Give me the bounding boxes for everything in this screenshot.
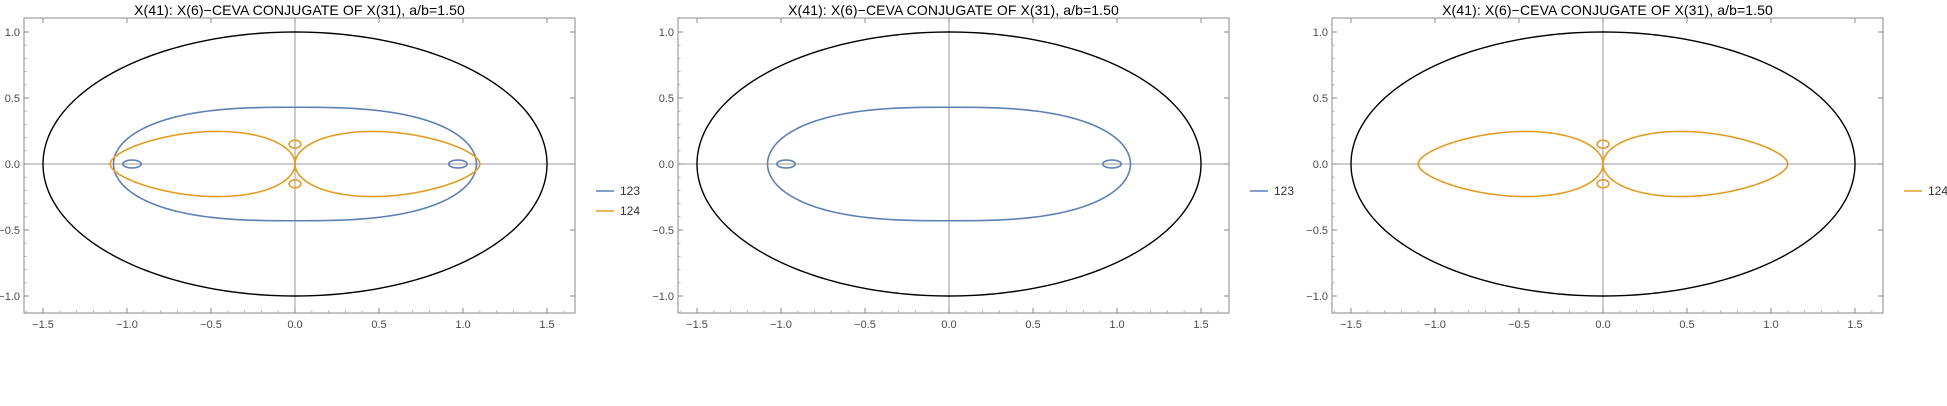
series-124-path: [1596, 179, 1610, 189]
y-tick-label: −1.0: [0, 291, 20, 303]
chart-svg: −1.5 −1.0 −0.5 0.0 0.5 1.0 1.5 −1.0 −0.5 0.0 0.5 1.…: [652, 17, 1294, 331]
series-group: [696, 31, 1202, 297]
y-tick-label: −0.5: [652, 225, 674, 237]
series-124-path: [1417, 130, 1604, 198]
series-123-path: [775, 159, 797, 169]
reference-ellipse-path: [42, 31, 548, 297]
y-tick-label: −0.5: [1306, 225, 1328, 237]
y-tick-label: −1.0: [652, 291, 674, 303]
chart-svg: −1.5 −1.0 −0.5 0.0 0.5 1.0 1.5 −1.0 −0.5 0.0 0.5 1.…: [1306, 17, 1947, 331]
series-123-path: [1101, 159, 1122, 169]
x-tick-label: 1.5: [1193, 319, 1208, 331]
series-group: [1350, 31, 1856, 297]
series-124-path: [288, 179, 302, 189]
x-tick-label: 0.0: [287, 319, 302, 331]
series-124-path: [109, 130, 296, 198]
x-tick-label: 0.5: [1025, 319, 1040, 331]
x-tick-label: 1.5: [539, 319, 554, 331]
legend-label-123: 123: [1274, 184, 1294, 198]
x-tick-label: −0.5: [200, 319, 222, 331]
legend-label-124: 124: [620, 204, 640, 218]
x-tick-label: 1.5: [1847, 319, 1862, 331]
x-tick-label: −1.5: [32, 319, 54, 331]
x-tick-label: −0.5: [854, 319, 876, 331]
chart-title: X(41): X(6)−CEVA CONJUGATE OF X(31), a/b…: [134, 2, 465, 18]
series-group: [42, 31, 548, 297]
series-124-path: [1596, 139, 1610, 149]
chart-panel-2: X(41): X(6)−CEVA CONJUGATE OF X(31), a/b…: [652, 0, 1304, 406]
chart-panel-1: X(41): X(6)−CEVA CONJUGATE OF X(31), a/b…: [0, 0, 650, 406]
x-tick-label: −1.0: [1424, 319, 1446, 331]
reference-ellipse-path: [696, 31, 1202, 297]
x-tick-label: −1.0: [770, 319, 792, 331]
chart-svg: −1.5 −1.0 −0.5 0.0 0.5 1.0 1.5 −1.0 −0.5 0.0 0.5 1.…: [0, 17, 640, 331]
series-123-path: [766, 106, 1132, 222]
y-tick-label: 0.0: [5, 159, 20, 171]
chart-title: X(41): X(6)−CEVA CONJUGATE OF X(31), a/b…: [788, 2, 1119, 18]
y-tick-label: −1.0: [1306, 291, 1328, 303]
series-123-path: [112, 106, 478, 222]
x-tick-label: 1.0: [1763, 319, 1778, 331]
y-tick-label: −0.5: [0, 225, 20, 237]
reference-ellipse-path: [1350, 31, 1856, 297]
x-tick-label: 0.5: [371, 319, 386, 331]
x-tick-label: −1.0: [116, 319, 138, 331]
x-tick-label: 1.0: [1109, 319, 1124, 331]
x-tick-label: 1.0: [455, 319, 470, 331]
y-tick-label: 1.0: [659, 27, 674, 39]
plot-frame: [1331, 17, 1884, 314]
x-tick-label: 0.5: [1679, 319, 1694, 331]
legend-label-124: 124: [1928, 184, 1947, 198]
x-tick-label: −1.5: [1340, 319, 1362, 331]
y-tick-label: 0.0: [1313, 159, 1328, 171]
x-tick-label: −0.5: [1508, 319, 1530, 331]
legend-label-123: 123: [620, 184, 640, 198]
plot-frame: [23, 17, 576, 314]
y-tick-label: 0.5: [659, 93, 674, 105]
chart-panel-3: X(41): X(6)−CEVA CONJUGATE OF X(31), a/b…: [1306, 0, 1947, 406]
y-tick-label: 0.5: [5, 93, 20, 105]
series-123-path: [447, 159, 468, 169]
x-tick-label: 0.0: [941, 319, 956, 331]
y-tick-label: 0.5: [1313, 93, 1328, 105]
series-124-path: [288, 139, 302, 149]
y-tick-label: 0.0: [659, 159, 674, 171]
x-tick-label: 0.0: [1595, 319, 1610, 331]
y-tick-label: 1.0: [5, 27, 20, 39]
x-tick-label: −1.5: [686, 319, 708, 331]
plot-frame: [677, 17, 1230, 314]
y-tick-label: 1.0: [1313, 27, 1328, 39]
series-123-path: [121, 159, 143, 169]
chart-title: X(41): X(6)−CEVA CONJUGATE OF X(31), a/b…: [1442, 2, 1773, 18]
